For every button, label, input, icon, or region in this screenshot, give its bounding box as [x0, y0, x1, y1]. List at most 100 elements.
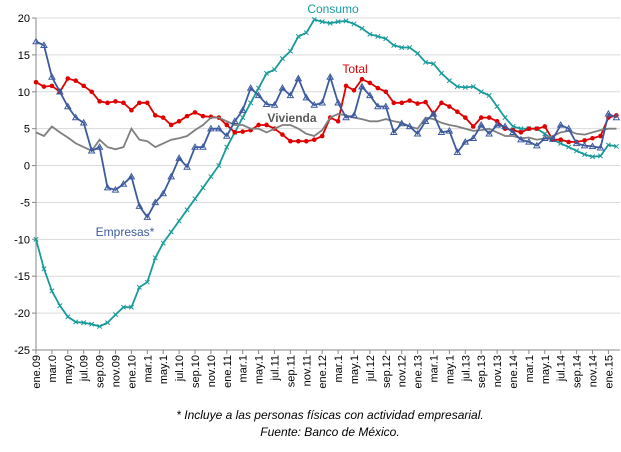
point: [55, 87, 64, 95]
point: [470, 84, 476, 90]
point: [589, 154, 596, 160]
point: [564, 124, 573, 132]
point: [240, 115, 246, 121]
point: [120, 304, 127, 310]
point: [421, 117, 430, 124]
point: [81, 320, 87, 326]
point: [184, 113, 190, 119]
point: [65, 314, 71, 320]
point: [175, 154, 183, 161]
point: [437, 128, 446, 136]
point: [558, 140, 564, 146]
series-line: [35, 18, 617, 328]
point: [160, 240, 166, 246]
point: [135, 202, 144, 209]
point: [264, 122, 269, 128]
point: [49, 288, 55, 294]
point: [95, 143, 104, 150]
point: [263, 70, 270, 76]
point: [73, 78, 79, 84]
point: [270, 101, 279, 108]
point: [588, 142, 597, 150]
point: [439, 100, 444, 106]
point: [167, 172, 176, 180]
point: [351, 21, 357, 27]
point: [65, 76, 71, 81]
point: [240, 129, 245, 134]
point: [383, 36, 389, 42]
point: [183, 163, 191, 170]
point: [453, 148, 462, 155]
x-tick-label: sep.10: [190, 355, 202, 388]
point: [335, 118, 341, 124]
point: [462, 84, 468, 90]
y-tick-label: -15: [14, 271, 30, 283]
point: [343, 83, 349, 89]
point: [254, 91, 263, 99]
x-tick-label: sep.09: [95, 355, 107, 388]
y-tick-label: 20: [18, 13, 30, 25]
point: [192, 110, 198, 115]
point: [119, 179, 128, 187]
point: [128, 304, 134, 310]
point: [160, 115, 166, 120]
point: [192, 196, 198, 202]
point: [89, 321, 95, 327]
point: [342, 113, 350, 121]
point: [423, 99, 428, 105]
x-tick-label: sep.12: [381, 355, 393, 388]
point: [168, 122, 174, 128]
point: [319, 19, 325, 25]
point: [191, 143, 199, 150]
series-label: Empresas*: [96, 225, 155, 239]
point: [454, 84, 460, 90]
point: [200, 185, 206, 191]
point: [279, 56, 286, 62]
point: [87, 146, 96, 154]
point: [311, 137, 317, 143]
point: [582, 138, 587, 143]
point: [230, 117, 239, 124]
point: [143, 213, 152, 220]
point: [580, 141, 589, 149]
y-tick-label: -25: [14, 345, 30, 357]
point: [613, 143, 619, 149]
point: [145, 100, 150, 106]
point: [405, 122, 414, 130]
x-tick-label: may.1: [444, 355, 456, 384]
point: [383, 89, 389, 95]
point: [548, 134, 557, 142]
point: [152, 255, 158, 261]
point: [397, 119, 406, 127]
point: [455, 109, 460, 114]
point: [199, 143, 207, 150]
point: [121, 100, 126, 106]
point: [103, 183, 112, 191]
point: [389, 128, 398, 136]
x-tick-label: jul.12: [365, 355, 377, 382]
point: [542, 124, 548, 129]
x-tick-label: nov.09: [111, 355, 123, 387]
x-tick-label: nov.14: [588, 355, 600, 387]
y-tick-label: 5: [24, 124, 30, 136]
point: [326, 73, 335, 80]
x-tick-label: ene.12: [317, 355, 329, 389]
x-tick-label: may.1: [540, 355, 552, 384]
x-tick-label: jul.13: [460, 355, 472, 382]
x-tick-label: mar.1: [524, 355, 536, 383]
point: [375, 33, 381, 39]
point: [518, 130, 524, 135]
point: [558, 137, 563, 143]
x-tick-label: mar.1: [142, 355, 154, 383]
point: [41, 266, 47, 272]
point: [486, 115, 492, 120]
point: [478, 89, 484, 95]
x-tick-label: ene.09: [31, 355, 43, 389]
x-tick-label: jul.11: [270, 355, 282, 381]
point: [598, 133, 603, 139]
point: [311, 16, 317, 23]
point: [350, 111, 358, 119]
x-tick-label: mar.1: [238, 355, 250, 383]
point: [446, 78, 452, 84]
point: [574, 148, 580, 154]
